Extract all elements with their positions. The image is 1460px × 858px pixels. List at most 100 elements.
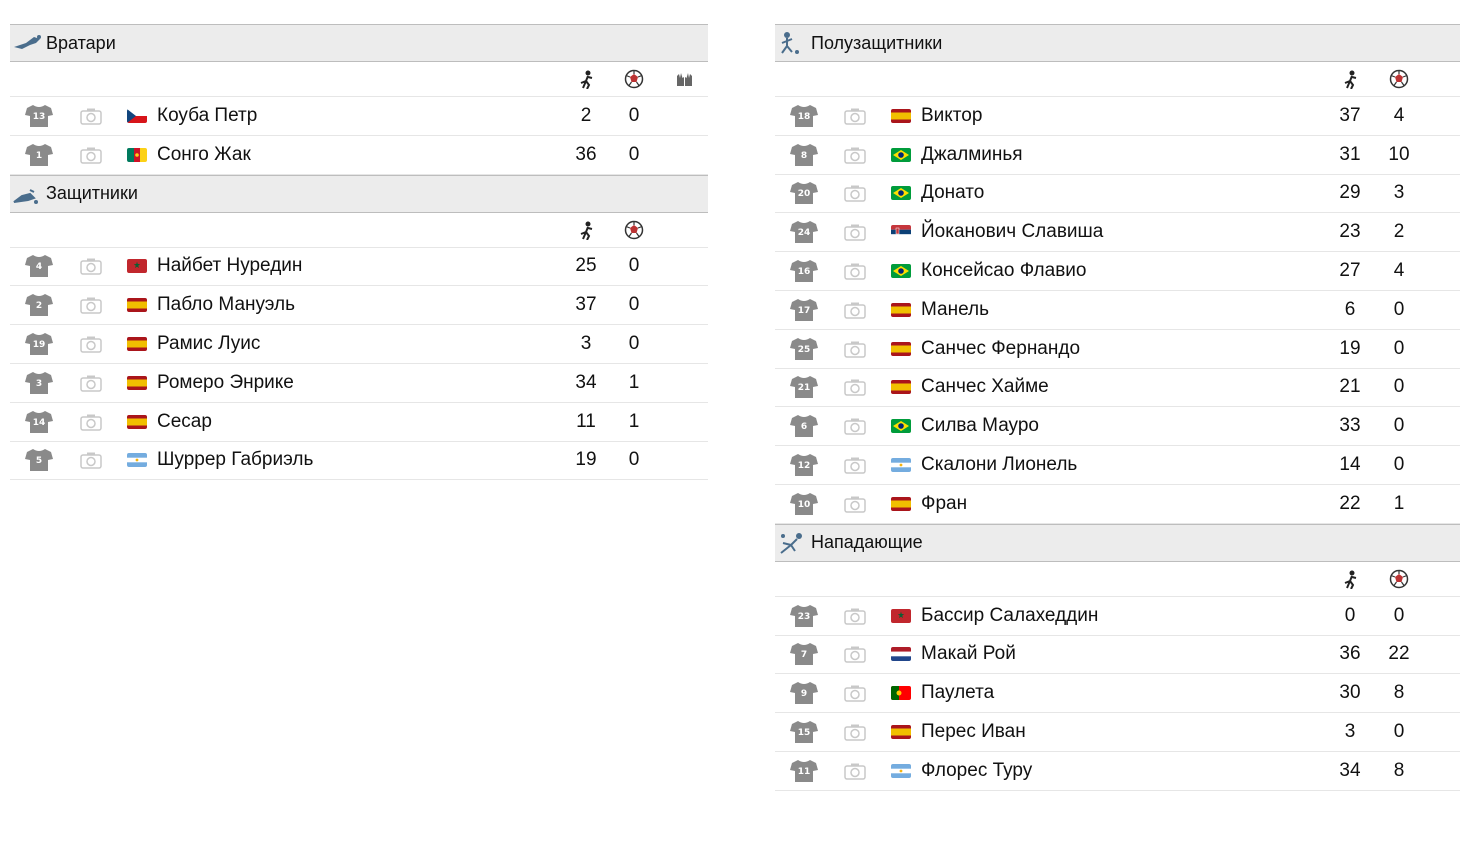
svg-text:23: 23 <box>798 612 811 622</box>
left-column: Вратари 13 Коуба Петр 2 0 1 Сонго Жак 36 0 Защитн… <box>10 24 708 481</box>
appearances-count: 30 <box>1339 682 1361 704</box>
svg-text:5: 5 <box>36 456 42 466</box>
appearances-count: 14 <box>1339 454 1361 476</box>
player-name-link[interactable]: Паулета <box>921 682 995 704</box>
svg-text:20: 20 <box>798 189 811 199</box>
flag-es-icon <box>127 298 147 313</box>
goals-ball-icon <box>1389 69 1409 89</box>
player-photo-icon <box>80 108 102 125</box>
player-row: 8 Джалминья 31 10 <box>775 136 1460 175</box>
player-row: 10 Фран 22 1 <box>775 485 1460 524</box>
player-name-link[interactable]: Макай Рой <box>921 643 1016 665</box>
player-name-link[interactable]: Шуррер Габриэль <box>157 449 314 471</box>
goals-count: 0 <box>628 104 640 126</box>
player-photo-icon <box>80 452 102 470</box>
section-forward: Нападающие 23 Бассир Салахеддин 0 0 7 Макай Ро… <box>775 523 1460 791</box>
section-title: Нападающие <box>811 532 923 553</box>
goals-count: 0 <box>1393 454 1405 476</box>
section-defender: Защитники 4 Найбет Нуредин 25 0 2 Пабло Мануэл… <box>10 174 708 481</box>
flag-br-icon <box>891 186 911 201</box>
player-name-link[interactable]: Манель <box>921 298 990 320</box>
player-name-link[interactable]: Донато <box>921 182 985 204</box>
player-row: 14 Сесар 11 1 <box>10 403 708 442</box>
svg-text:4: 4 <box>36 262 42 272</box>
svg-text:14: 14 <box>33 418 46 428</box>
jersey-number-icon: 5 <box>25 449 53 472</box>
appearances-count: 25 <box>575 255 597 277</box>
player-name-link[interactable]: Скалони Лионель <box>921 454 1078 476</box>
svg-text:6: 6 <box>801 422 807 432</box>
player-photo-icon <box>80 258 102 276</box>
svg-text:8: 8 <box>801 151 807 161</box>
player-photo-icon <box>844 496 866 513</box>
player-name-link[interactable]: Найбет Нуредин <box>157 255 303 277</box>
player-photo-icon <box>844 108 866 125</box>
player-name-link[interactable]: Сонго Жак <box>157 143 251 165</box>
player-name-link[interactable]: Джалминья <box>921 143 1023 165</box>
goals-count: 0 <box>628 294 640 316</box>
flag-ar-icon <box>891 458 911 473</box>
player-photo-icon <box>844 685 866 702</box>
flag-es-icon <box>891 725 911 740</box>
flag-br-icon <box>891 419 911 434</box>
goalkeeper-gloves-icon <box>677 73 692 86</box>
flag-ar-icon <box>127 453 147 468</box>
section-header: Полузащитники <box>775 24 1460 62</box>
player-photo-icon <box>80 297 102 315</box>
player-appearances-icon <box>1344 70 1357 89</box>
player-name-link[interactable]: Виктор <box>921 104 983 126</box>
goals-count: 10 <box>1388 143 1410 165</box>
svg-text:11: 11 <box>798 767 811 777</box>
jersey-number-icon: 12 <box>790 454 818 477</box>
jersey-number-icon: 21 <box>790 376 818 399</box>
player-photo-icon <box>844 724 866 741</box>
goals-count: 1 <box>628 410 640 432</box>
player-name-link[interactable]: Консейсао Флавио <box>921 260 1087 282</box>
player-name-link[interactable]: Пабло Мануэль <box>157 294 296 316</box>
goals-count: 0 <box>1393 721 1405 743</box>
player-row: 7 Макай Рой 36 22 <box>775 636 1460 675</box>
player-row: 1 Сонго Жак 36 0 <box>10 136 708 175</box>
player-photo-icon <box>844 763 866 780</box>
player-name-link[interactable]: Флорес Туру <box>921 759 1033 781</box>
player-photo-icon <box>844 341 866 358</box>
player-name-link[interactable]: Бассир Салахеддин <box>921 604 1099 626</box>
player-name-link[interactable]: Йоканович Славиша <box>921 221 1104 243</box>
flag-es-icon <box>891 341 911 356</box>
flag-es-icon <box>127 375 147 390</box>
player-row: 20 Донато 29 3 <box>775 175 1460 214</box>
player-row: 17 Манель 6 0 <box>775 291 1460 330</box>
appearances-count: 34 <box>1339 759 1361 781</box>
player-row: 12 Скалони Лионель 14 0 <box>775 446 1460 485</box>
player-photo-icon <box>844 457 866 474</box>
appearances-count: 37 <box>575 294 597 316</box>
player-name-link[interactable]: Санчес Хайме <box>921 376 1049 398</box>
player-name-link[interactable]: Ромеро Энрике <box>157 371 294 393</box>
player-name-link[interactable]: Санчес Фернандо <box>921 337 1081 359</box>
player-name-link[interactable]: Сесар <box>157 410 212 432</box>
player-name-link[interactable]: Силва Мауро <box>921 415 1039 437</box>
player-photo-icon <box>844 147 866 164</box>
appearances-count: 3 <box>1344 721 1356 743</box>
flag-es-icon <box>891 302 911 317</box>
player-photo-icon <box>844 418 866 436</box>
appearances-count: 6 <box>1344 298 1356 320</box>
player-name-link[interactable]: Перес Иван <box>921 721 1026 743</box>
jersey-number-icon: 25 <box>790 337 818 360</box>
flag-cm-icon <box>127 147 147 162</box>
flag-es-icon <box>891 108 911 123</box>
player-photo-icon <box>844 379 866 397</box>
svg-text:10: 10 <box>798 500 811 510</box>
goals-count: 0 <box>1393 604 1405 626</box>
jersey-number-icon: 13 <box>25 104 53 127</box>
goals-count: 0 <box>1393 337 1405 359</box>
section-goalkeeper: Вратари 13 Коуба Петр 2 0 1 Сонго Жак 36 0 <box>10 24 708 175</box>
player-name-link[interactable]: Фран <box>921 492 968 514</box>
section-header: Защитники <box>10 174 708 213</box>
goals-count: 1 <box>628 371 640 393</box>
section-title: Полузащитники <box>811 32 943 53</box>
flag-ma-icon <box>891 608 911 623</box>
appearances-count: 11 <box>576 410 596 432</box>
player-name-link[interactable]: Коуба Петр <box>157 104 258 126</box>
player-name-link[interactable]: Рамис Луис <box>157 333 261 355</box>
